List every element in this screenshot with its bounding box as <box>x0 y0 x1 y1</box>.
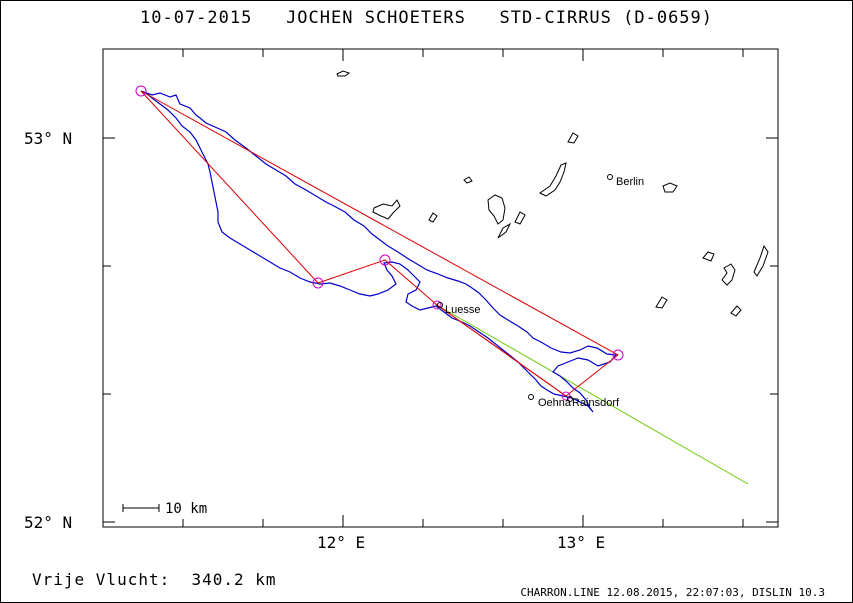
lake-outlines <box>336 70 769 317</box>
glider-name: STD-CIRRUS (D-0659) <box>499 8 714 28</box>
city-marker-rainsdorf <box>567 396 573 402</box>
city-label-oehna: Oehna <box>538 397 572 409</box>
lon-label-13: 13° E <box>557 533 605 552</box>
city-marker-luesse <box>437 302 443 308</box>
distance-summary: Vrije Vlucht: 340.2 km <box>32 570 277 589</box>
city-markers <box>437 174 613 402</box>
pilot-name: JOCHEN SCHOETERS <box>286 8 466 28</box>
city-label-luesse: Luesse <box>445 304 480 316</box>
plot-area <box>102 48 779 528</box>
city-marker-oehna <box>528 394 534 400</box>
credit-line: CHARRON.LINE 12.08.2015, 22:07:03, DISLI… <box>520 586 825 599</box>
distance-value: 340.2 km <box>191 570 277 589</box>
city-label-rainsdorf: Rainsdorf <box>572 397 620 409</box>
map-title: 10-07-2015 JOCHEN SCHOETERS STD-CIRRUS (… <box>0 8 853 28</box>
turnpoint-4 <box>432 300 442 310</box>
scale-bar <box>122 504 160 512</box>
turnpoint-markers <box>135 85 624 401</box>
lat-label-52: 52° N <box>24 513 72 532</box>
task-lines <box>140 90 619 397</box>
axis-ticks <box>103 49 778 527</box>
city-marker-berlin <box>607 174 613 180</box>
city-label-berlin: Berlin <box>616 176 644 188</box>
lat-label-53: 53° N <box>24 129 72 148</box>
turnpoint-1 <box>135 85 147 97</box>
flight-track <box>140 90 618 413</box>
task-extension-line <box>434 303 749 485</box>
scale-label: 10 km <box>165 501 207 517</box>
distance-label: Vrije Vlucht: <box>32 570 171 589</box>
turnpoint-3 <box>379 254 391 266</box>
flight-date: 10-07-2015 <box>139 8 253 28</box>
turnpoint-2 <box>312 277 324 289</box>
lon-label-12: 12° E <box>317 533 365 552</box>
turnpoint-6 <box>612 349 624 361</box>
